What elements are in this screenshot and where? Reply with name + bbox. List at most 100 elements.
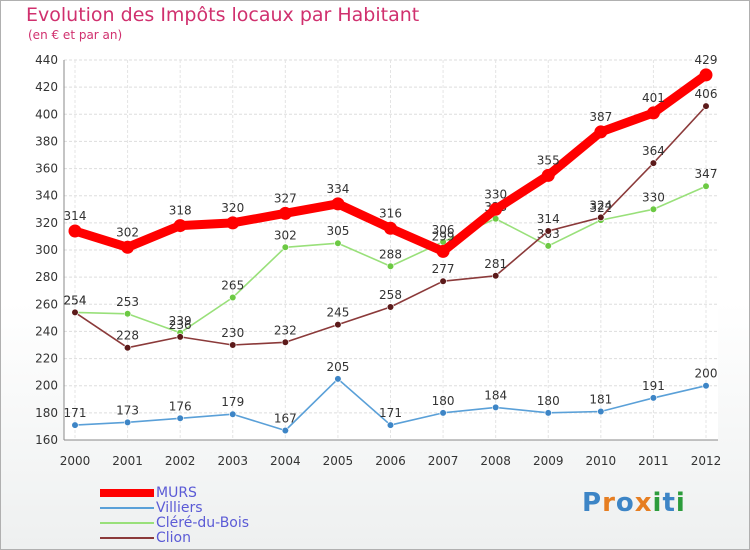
data-label: 173 <box>116 403 139 417</box>
data-label: 305 <box>326 224 349 238</box>
data-label: 205 <box>326 360 349 374</box>
x-tick-label: 2006 <box>375 454 406 468</box>
legend-swatch <box>100 537 154 539</box>
y-tick-label: 380 <box>35 134 58 148</box>
data-point <box>229 410 237 418</box>
data-point <box>281 338 289 346</box>
data-label: 320 <box>221 201 244 215</box>
y-tick-label: 220 <box>35 352 58 366</box>
chart-title: Evolution des Impôts locaux par Habitant <box>26 4 420 26</box>
data-point <box>281 243 289 251</box>
data-label: 281 <box>484 257 507 271</box>
data-label: 253 <box>116 295 139 309</box>
data-point <box>492 272 500 280</box>
y-tick-label: 400 <box>35 107 58 121</box>
legend-item: MURS <box>100 485 197 501</box>
data-label: 236 <box>169 318 192 332</box>
data-point <box>386 421 395 429</box>
data-label: 314 <box>64 209 87 223</box>
data-point <box>544 409 552 417</box>
data-point <box>123 418 132 426</box>
legend-label: Cléré-du-Bois <box>156 515 250 531</box>
y-tick-label: 180 <box>35 406 58 420</box>
y-tick-label: 280 <box>35 270 58 284</box>
data-point <box>176 414 184 422</box>
data-point <box>649 159 658 167</box>
data-label: 179 <box>221 395 244 409</box>
data-point <box>226 216 240 230</box>
data-label: 330 <box>642 190 665 204</box>
data-point <box>541 168 555 182</box>
data-point <box>594 125 608 139</box>
data-point <box>386 303 395 311</box>
data-label: 180 <box>537 394 560 408</box>
data-label: 316 <box>379 206 402 220</box>
data-label: 239 <box>169 314 192 328</box>
data-label: 171 <box>379 406 402 420</box>
data-point <box>439 277 447 285</box>
data-label: 200 <box>695 367 718 381</box>
x-tick-label: 2011 <box>638 454 669 468</box>
legend-item: Cléré-du-Bois <box>100 515 250 531</box>
data-point <box>384 221 397 235</box>
series-villiers: 171 173 176 179 167 205 171 180 184 180 181 191 200 <box>64 360 718 435</box>
data-label: 232 <box>274 323 297 337</box>
legend-swatch <box>100 522 154 524</box>
x-tick-label: 2001 <box>112 454 143 468</box>
legend-label: Villiers <box>156 500 203 516</box>
data-label: 288 <box>379 247 402 261</box>
data-point <box>489 202 503 216</box>
legend-item: Clion <box>100 530 191 546</box>
data-point <box>121 240 135 254</box>
data-point <box>173 219 187 233</box>
data-label: 387 <box>589 110 612 124</box>
legend-swatch <box>100 507 154 509</box>
data-label: 254 <box>64 293 87 307</box>
data-point <box>281 426 289 435</box>
data-point <box>646 106 660 120</box>
legend-item: Villiers <box>100 500 203 516</box>
x-tick-label: 2009 <box>533 454 564 468</box>
data-point <box>68 224 82 238</box>
data-label: 180 <box>432 394 455 408</box>
data-point <box>649 205 658 213</box>
data-label: 302 <box>274 228 297 242</box>
data-label: 406 <box>695 87 718 101</box>
y-tick-label: 260 <box>35 297 58 311</box>
data-label: 191 <box>642 379 665 393</box>
data-label: 258 <box>379 288 402 302</box>
data-label: 245 <box>326 306 349 320</box>
data-label: 167 <box>274 412 297 426</box>
data-point <box>702 102 710 110</box>
data-point <box>544 242 552 250</box>
data-point <box>649 394 658 402</box>
data-point <box>597 213 605 222</box>
y-tick-label: 320 <box>35 216 58 230</box>
data-label: 355 <box>537 153 560 167</box>
data-point <box>123 344 132 352</box>
data-label: 302 <box>116 225 139 239</box>
legend-swatch <box>100 489 154 497</box>
series-murs: 314 302 318 320 327 334 316 299 330 355 387 401 429 <box>64 53 717 258</box>
data-point <box>597 407 605 416</box>
data-label: 299 <box>432 229 455 243</box>
data-point <box>386 262 395 270</box>
data-label: 324 <box>589 198 612 212</box>
data-label: 314 <box>537 212 560 226</box>
y-tick-label: 300 <box>35 243 58 257</box>
data-label: 401 <box>642 91 665 105</box>
data-label: 327 <box>274 191 297 205</box>
series-clion: 254 228 236 230 232 245 258 277 281 314 324 364 406 <box>64 87 718 352</box>
data-point <box>334 239 342 247</box>
data-label: 330 <box>484 187 507 201</box>
x-tick-label: 2008 <box>480 454 511 468</box>
y-tick-label: 420 <box>35 80 58 94</box>
data-label: 181 <box>589 393 612 407</box>
data-point <box>702 182 710 190</box>
x-tick-label: 2003 <box>217 454 248 468</box>
legend-label: Clion <box>156 530 191 546</box>
data-point <box>492 403 500 412</box>
data-point <box>334 375 342 383</box>
data-point <box>229 293 237 302</box>
